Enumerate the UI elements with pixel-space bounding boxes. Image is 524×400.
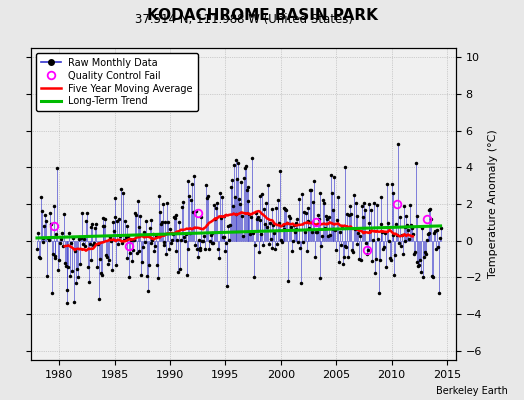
Text: KODACHROME BASIN PARK: KODACHROME BASIN PARK <box>147 8 377 23</box>
Legend: Raw Monthly Data, Quality Control Fail, Five Year Moving Average, Long-Term Tren: Raw Monthly Data, Quality Control Fail, … <box>36 53 198 111</box>
Title: 37.514 N, 111.988 W (United States): 37.514 N, 111.988 W (United States) <box>135 13 353 26</box>
Y-axis label: Temperature Anomaly (°C): Temperature Anomaly (°C) <box>488 130 498 278</box>
Text: Berkeley Earth: Berkeley Earth <box>436 386 508 396</box>
